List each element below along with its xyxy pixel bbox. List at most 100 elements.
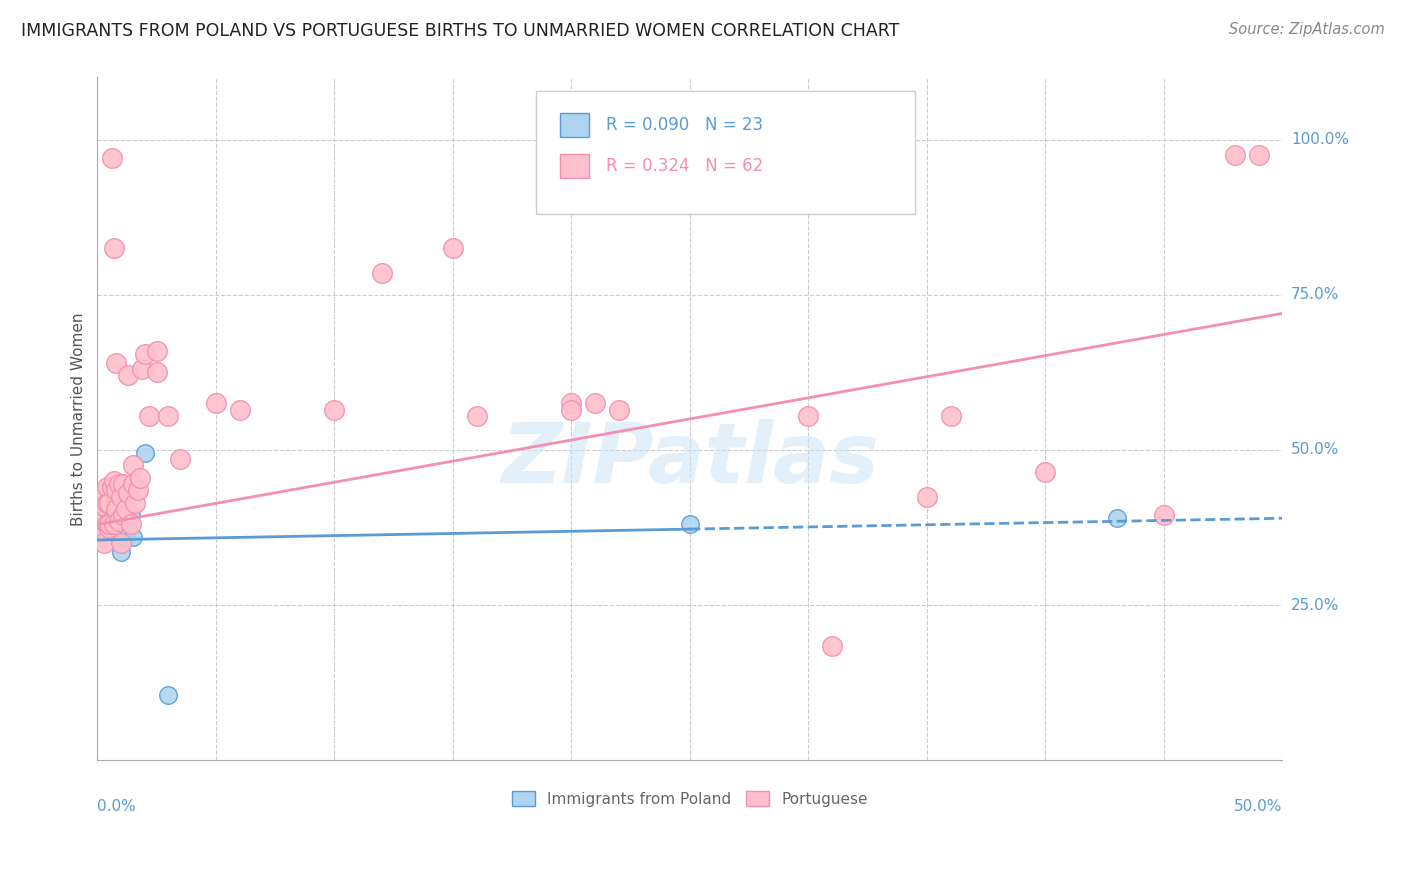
Point xyxy=(98,517,121,532)
Point xyxy=(120,517,142,532)
Point xyxy=(105,502,128,516)
Point xyxy=(105,356,128,370)
Point xyxy=(114,502,136,516)
Point xyxy=(122,530,145,544)
Point xyxy=(91,520,114,534)
Point xyxy=(100,151,122,165)
Point xyxy=(89,514,111,528)
Point xyxy=(1035,465,1057,479)
FancyBboxPatch shape xyxy=(536,91,915,214)
Point xyxy=(107,526,129,541)
Text: Source: ZipAtlas.com: Source: ZipAtlas.com xyxy=(1229,22,1385,37)
Point xyxy=(110,490,132,504)
Point xyxy=(915,490,938,504)
Point xyxy=(93,486,115,500)
Point xyxy=(105,520,128,534)
Point xyxy=(96,499,118,513)
Point xyxy=(157,688,180,702)
Legend: Immigrants from Poland, Portuguese: Immigrants from Poland, Portuguese xyxy=(505,783,876,814)
Point xyxy=(117,368,139,383)
Point xyxy=(96,480,118,494)
Point xyxy=(91,508,114,523)
Point xyxy=(1153,508,1175,523)
FancyBboxPatch shape xyxy=(560,113,589,137)
Point xyxy=(110,545,132,559)
Point xyxy=(98,520,121,534)
Point xyxy=(134,446,156,460)
Point xyxy=(127,483,149,498)
Point xyxy=(1247,148,1270,162)
Point xyxy=(98,508,121,523)
Point xyxy=(103,474,125,488)
Point xyxy=(122,458,145,473)
Point xyxy=(93,499,115,513)
Text: ZIPatlas: ZIPatlas xyxy=(501,419,879,500)
Point xyxy=(129,471,152,485)
Point xyxy=(821,639,844,653)
Text: R = 0.324   N = 62: R = 0.324 N = 62 xyxy=(606,157,763,175)
Point xyxy=(679,517,702,532)
Point xyxy=(107,477,129,491)
Point xyxy=(1105,511,1128,525)
Point xyxy=(169,452,191,467)
Text: 100.0%: 100.0% xyxy=(1291,132,1348,147)
Point xyxy=(89,502,111,516)
Point xyxy=(138,409,160,423)
Point xyxy=(607,402,630,417)
Point xyxy=(371,266,394,280)
Point xyxy=(122,477,145,491)
Point xyxy=(96,517,118,532)
Point xyxy=(1223,148,1246,162)
Point xyxy=(96,496,118,510)
Point xyxy=(145,343,167,358)
Point xyxy=(323,402,346,417)
Text: R = 0.090   N = 23: R = 0.090 N = 23 xyxy=(606,116,763,135)
Text: 50.0%: 50.0% xyxy=(1291,442,1339,458)
Point xyxy=(93,514,115,528)
FancyBboxPatch shape xyxy=(560,154,589,178)
Point xyxy=(117,486,139,500)
Point xyxy=(98,496,121,510)
Point xyxy=(120,508,142,523)
Point xyxy=(100,480,122,494)
Point xyxy=(91,530,114,544)
Point xyxy=(157,409,180,423)
Text: 75.0%: 75.0% xyxy=(1291,287,1339,302)
Point xyxy=(114,530,136,544)
Point xyxy=(91,492,114,507)
Point xyxy=(93,508,115,523)
Point xyxy=(112,524,135,538)
Y-axis label: Births to Unmarried Women: Births to Unmarried Women xyxy=(72,312,86,525)
Point xyxy=(103,241,125,255)
Text: 0.0%: 0.0% xyxy=(97,799,136,814)
Point xyxy=(107,514,129,528)
Point xyxy=(145,365,167,379)
Point xyxy=(131,362,153,376)
Point xyxy=(96,526,118,541)
Point xyxy=(560,402,582,417)
Point xyxy=(110,536,132,550)
Point xyxy=(112,508,135,523)
Point xyxy=(103,514,125,528)
Point xyxy=(205,396,228,410)
Point xyxy=(939,409,962,423)
Point xyxy=(124,496,146,510)
Point xyxy=(103,517,125,532)
Point xyxy=(583,396,606,410)
Point xyxy=(797,409,820,423)
Point xyxy=(103,496,125,510)
Point xyxy=(100,526,122,541)
Point xyxy=(93,536,115,550)
Point xyxy=(117,520,139,534)
Text: 50.0%: 50.0% xyxy=(1234,799,1282,814)
Point xyxy=(112,477,135,491)
Point xyxy=(89,514,111,528)
Point xyxy=(441,241,464,255)
Point xyxy=(134,347,156,361)
Point xyxy=(228,402,250,417)
Point xyxy=(98,520,121,534)
Point xyxy=(465,409,488,423)
Point xyxy=(560,396,582,410)
Point xyxy=(105,483,128,498)
Text: 25.0%: 25.0% xyxy=(1291,598,1339,613)
